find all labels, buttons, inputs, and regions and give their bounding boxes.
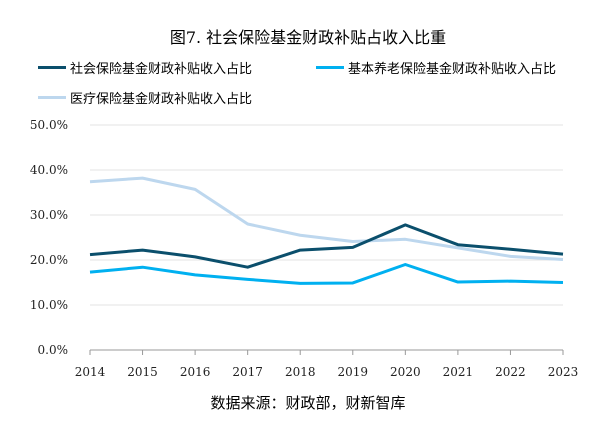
series-line-2 bbox=[89, 176, 564, 262]
x-tick-label: 2021 bbox=[443, 365, 474, 379]
legend-label: 医疗保险基金财政补贴收入占比 bbox=[70, 92, 253, 107]
x-tick-label: 2020 bbox=[390, 365, 421, 379]
x-tick-label: 2016 bbox=[180, 365, 211, 379]
series-line-0 bbox=[89, 223, 564, 269]
y-tick-label: 40.0% bbox=[30, 163, 68, 177]
y-tick-label: 30.0% bbox=[30, 208, 68, 222]
legend-label: 基本养老保险基金财政补贴收入占比 bbox=[348, 62, 557, 77]
x-tick-label: 2022 bbox=[495, 365, 526, 379]
x-tick-label: 2019 bbox=[338, 365, 369, 379]
legend-swatch bbox=[38, 96, 66, 99]
x-tick-label: 2023 bbox=[548, 365, 579, 379]
legend-item-pension: 基本养老保险基金财政补贴收入占比 bbox=[316, 58, 556, 77]
chart-title: 图7. 社会保险基金财政补贴占收入比重 bbox=[169, 28, 447, 47]
legend-swatch bbox=[316, 66, 344, 69]
legend-item-social-insurance: 社会保险基金财政补贴收入占比 bbox=[38, 58, 252, 77]
y-tick-label: 50.0% bbox=[30, 118, 68, 132]
x-tick-label: 2018 bbox=[285, 365, 316, 379]
x-tick-label: 2014 bbox=[75, 365, 106, 379]
legend-swatch bbox=[38, 66, 66, 69]
source-note: 数据来源：财政部，财新智库 bbox=[210, 394, 406, 412]
x-tick-label: 2015 bbox=[127, 365, 158, 379]
y-tick-label: 0.0% bbox=[38, 343, 69, 357]
legend-item-medical: 医疗保险基金财政补贴收入占比 bbox=[38, 88, 252, 107]
legend-label: 社会保险基金财政补贴收入占比 bbox=[70, 62, 253, 77]
x-tick-label: 2017 bbox=[232, 365, 263, 379]
series-line-1 bbox=[89, 263, 564, 285]
y-tick-label: 20.0% bbox=[30, 253, 68, 267]
y-tick-label: 10.0% bbox=[30, 298, 68, 312]
